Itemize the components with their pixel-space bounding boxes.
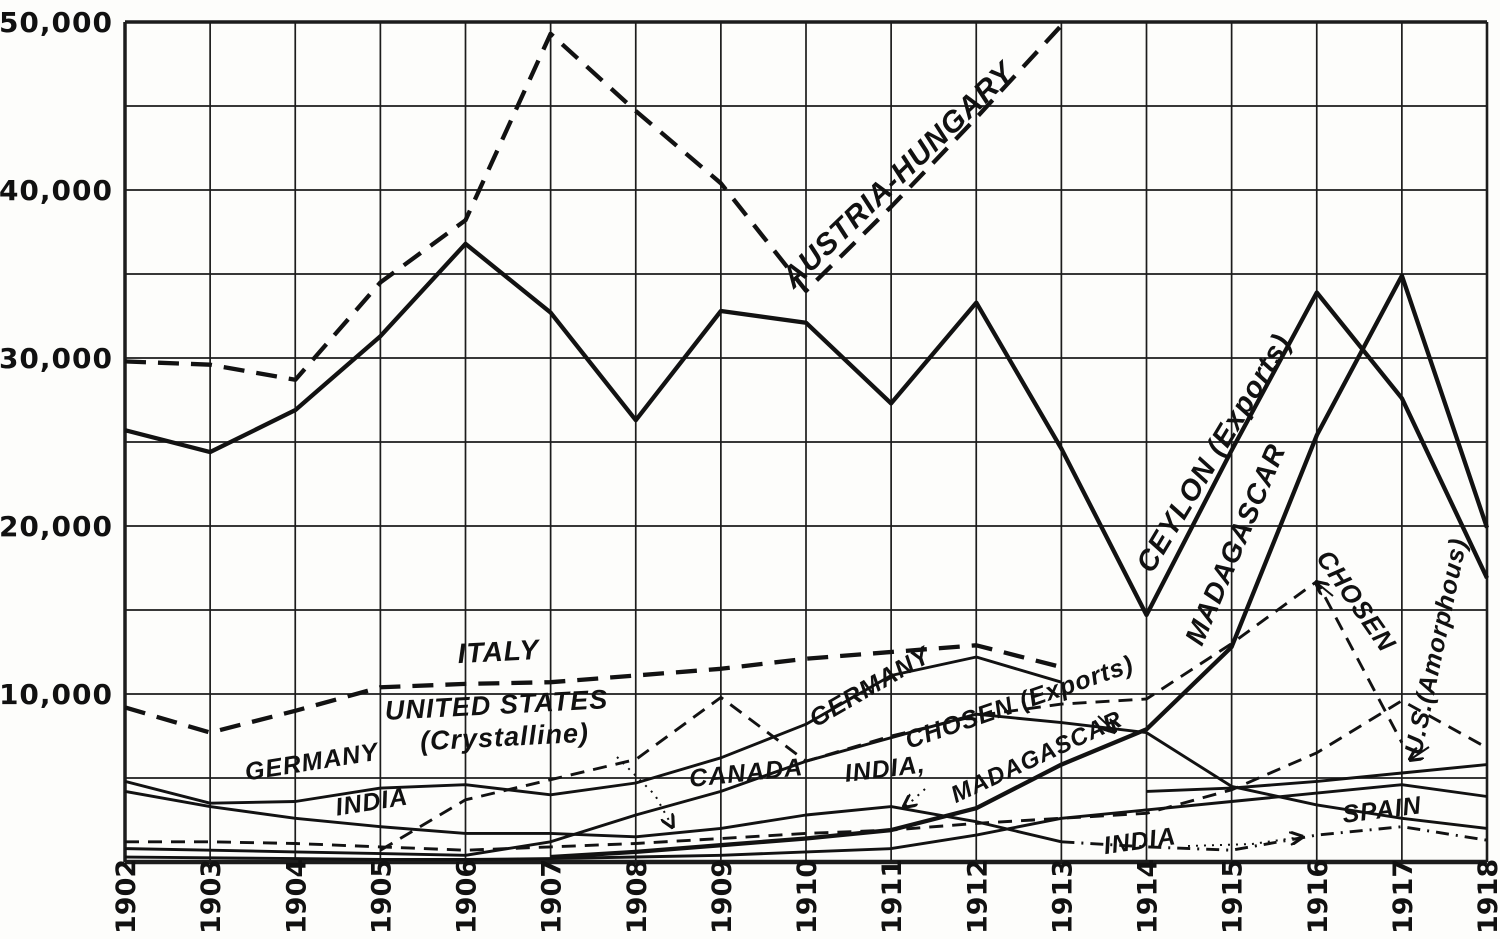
us-amorphous-label: U.S.(Amorphous) [1400,536,1473,758]
y-tick-30000: 30,000 [0,342,113,375]
india-label-right: INDIA [1102,822,1178,860]
india-label-left: INDIA [333,783,410,822]
series-italy [124,643,1062,735]
germany-label-mid: GERMANY [805,641,937,733]
x-tick-1902: 1902 [111,859,142,934]
x-tick-1912: 1912 [962,859,993,934]
series-germany [124,655,1062,805]
x-tick-1905: 1905 [366,859,397,934]
austria-hungary-label: AUSTRIA-HUNGARY [775,54,1023,295]
series-austria-hungary [124,23,1063,382]
x-tick-1915: 1915 [1218,859,1249,934]
chosen-exports-label-mid-arrow [1097,715,1114,731]
series-madagascar [550,273,1490,860]
series-us-amorphous [1146,763,1488,793]
spain-label: SPAIN [1341,791,1423,828]
y-tick-20000: 20,000 [0,510,113,543]
y-axis: 10,000 20,000 30,000 40,000 50,000 [0,6,113,711]
x-tick-1911: 1911 [877,859,908,934]
x-tick-1916: 1916 [1303,859,1334,934]
x-tick-1906: 1906 [452,859,483,934]
grid [123,20,1489,865]
x-tick-1903: 1903 [196,859,227,934]
germany-label-left: GERMANY [243,738,382,787]
y-tick-50000: 50,000 [0,6,113,39]
y-tick-10000: 10,000 [0,678,113,711]
chosen-label-right: CHOSEN [1310,544,1402,657]
crystalline-label: (Crystalline) [419,718,589,757]
series-ceylon-exports [124,241,1489,618]
x-tick-1910: 1910 [792,859,823,934]
x-tick-1908: 1908 [622,859,653,934]
chosen-label-right-arrow [1317,583,1334,597]
x-tick-1913: 1913 [1047,859,1078,934]
x-tick-1907: 1907 [537,859,568,934]
x-axis: 1902 1903 1904 1905 1906 1907 1908 1909 1910 1911… [111,859,1500,934]
crystalline-label-arrow [616,756,672,826]
india-label-right-arrow [1187,837,1301,847]
y-tick-40000: 40,000 [0,174,113,207]
india-label-mid: INDIA, [843,750,927,788]
series-spain [124,783,1488,861]
italy-label: ITALY [457,634,542,669]
series-india [124,789,1062,844]
x-tick-1917: 1917 [1388,859,1419,934]
x-tick-1914: 1914 [1133,859,1164,934]
us-amorphous-label-arrow [1411,746,1430,759]
canada-label: CANADA [688,753,805,793]
series-chosen-exports [379,579,1404,852]
india-label-mid-arrow [905,788,926,806]
x-tick-1904: 1904 [281,859,312,934]
x-tick-1918: 1918 [1473,859,1500,934]
x-tick-1909: 1909 [707,859,738,934]
series-india-late [1061,825,1488,852]
